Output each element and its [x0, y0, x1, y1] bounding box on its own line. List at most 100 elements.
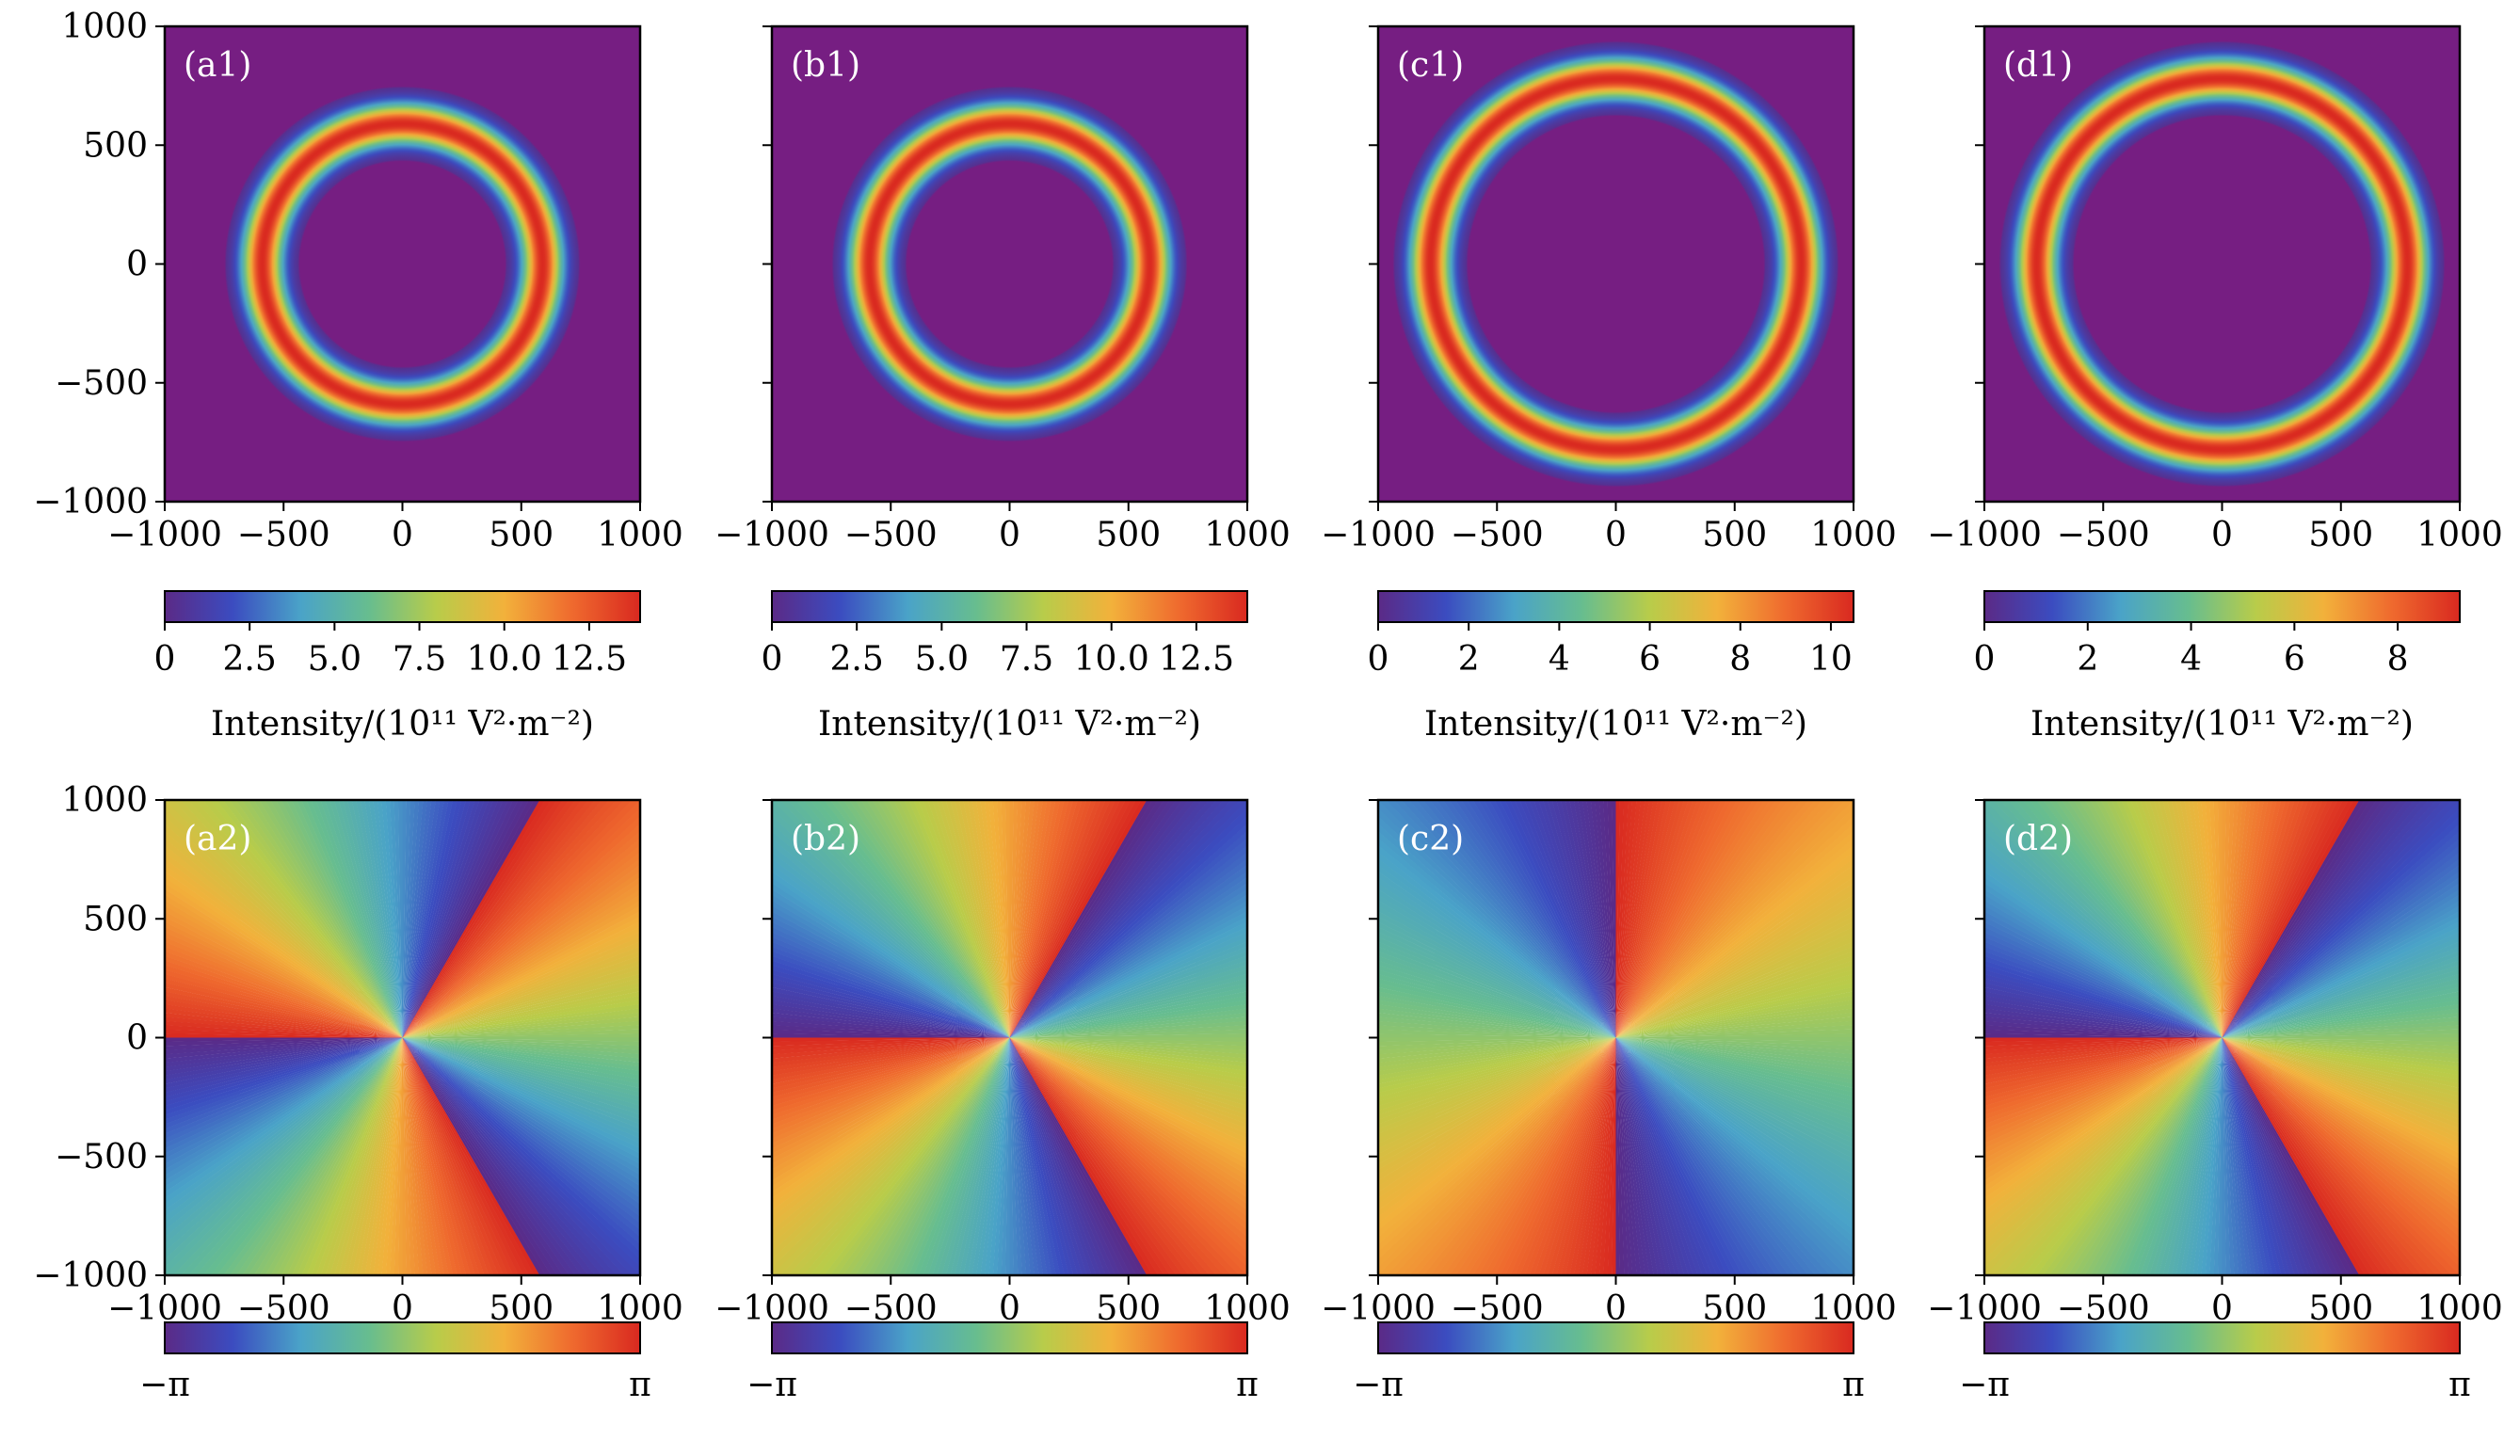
phase-wedge: [1394, 1037, 1616, 1275]
phase-wedge: [2222, 1037, 2460, 1144]
phase-wedge: [1378, 978, 1616, 1038]
phase-wedge: [2222, 800, 2429, 1038]
phase-wedge: [1984, 941, 2223, 1038]
phase-wedge: [1615, 800, 1732, 1038]
phase-wedge: [2222, 800, 2287, 1038]
phase-wedge: [1009, 800, 1048, 1038]
phase-wedge: [2222, 1037, 2460, 1106]
phase-wedge: [1561, 1037, 1616, 1275]
phase-map: [1984, 800, 2460, 1275]
phase-wedge: [1378, 1012, 1616, 1038]
y-tick-label: 1000: [61, 781, 148, 820]
colorbar-tick-label: 12.5: [552, 640, 627, 679]
phase-wedge: [2201, 1037, 2223, 1275]
phase-wedge: [1009, 1037, 1247, 1106]
panel-label: (c2): [1397, 820, 1464, 858]
phase-wedge: [1009, 800, 1210, 1038]
phase-wedge: [2222, 800, 2319, 1038]
phase-wedge: [1984, 1012, 2223, 1038]
phase-wedge: [772, 960, 1010, 1038]
phase-wedge: [402, 800, 575, 1038]
phase-wedge: [165, 1008, 403, 1038]
phase-wedge: [402, 1037, 640, 1230]
phase-wedge: [2015, 1037, 2223, 1275]
phase-wedge: [1984, 1020, 2223, 1038]
phase-wedge: [1378, 973, 1616, 1038]
phase-wedge: [1378, 905, 1616, 1038]
phase-wedge: [402, 800, 407, 1038]
phase-wedge: [2222, 800, 2371, 1038]
phase-wedge: [402, 1037, 640, 1050]
phase-wedge: [1615, 1037, 1854, 1187]
phase-wedge: [1009, 1037, 1247, 1144]
phase-wedge: [1009, 1037, 1247, 1134]
phase-wedge: [1984, 978, 2223, 1038]
phase-wedge: [1984, 916, 2223, 1038]
intensity-panel-4: −1000 −500 0 500 1000 (d1) 0 2 4 6 8 Intensity/(10¹…: [1927, 24, 2503, 744]
phase-wedge: [1009, 1037, 1247, 1076]
phase-wedge: [1009, 1037, 1247, 1115]
phase-wedge: [1378, 1004, 1616, 1038]
phase-wedge: [2222, 1037, 2460, 1050]
phase-wedge: [927, 1037, 1010, 1275]
phase-wedge: [1378, 946, 1616, 1038]
phase-wedge: [1615, 1037, 1854, 1050]
colorbar-tick-label: −π: [746, 1366, 797, 1404]
phase-wedge: [1984, 936, 2223, 1038]
phase-wedge: [402, 800, 595, 1038]
phase-wedge: [1416, 1037, 1616, 1275]
phase-wedge: [1615, 1037, 1854, 1120]
phase-wedge: [402, 800, 514, 1038]
phase-wedge: [772, 845, 1010, 1038]
colorbar-tick-label: 0: [154, 640, 176, 679]
phase-wedge: [301, 1037, 403, 1275]
phase-wedge: [165, 965, 403, 1038]
phase-wedge: [165, 1037, 403, 1275]
phase-wedge: [788, 1037, 1010, 1275]
phase-wedge: [1009, 800, 1247, 1038]
phase-wedge: [1984, 965, 2223, 1038]
phase-wedge: [1984, 883, 2223, 1038]
phase-wedge: [402, 800, 633, 1038]
phase-wedge: [1984, 1029, 2223, 1038]
phase-wedge: [1378, 916, 1616, 1038]
phase-wedge: [402, 800, 436, 1038]
phase-wedge: [1009, 800, 1240, 1038]
phase-wedge: [1615, 1037, 1854, 1230]
phase-wedge: [402, 800, 582, 1038]
phase-wedge: [1984, 1016, 2223, 1038]
colorbar-label: Intensity/(10¹¹ V²·m⁻²): [211, 705, 594, 744]
phase-wedge: [1984, 1008, 2223, 1038]
phase-wedge: [369, 1037, 403, 1275]
phase-wedge: [1615, 1037, 1854, 1164]
phase-wedge: [1615, 800, 1838, 1038]
phase-wedge: [772, 951, 1010, 1038]
phase-wedge: [165, 1012, 403, 1038]
phase-wedge: [817, 1037, 1010, 1275]
x-tick-label: −1000: [714, 516, 829, 554]
phase-wedge: [1984, 800, 2223, 1038]
colorbar: [1377, 1321, 1854, 1354]
phase-wedge: [2222, 1037, 2460, 1047]
phase-wedge: [1494, 1037, 1616, 1275]
phase-wedge: [402, 1037, 640, 1268]
y-tick-label: −500: [55, 364, 148, 403]
phase-wedge: [402, 800, 624, 1038]
phase-wedge: [1009, 1037, 1247, 1238]
phase-wedge: [772, 838, 1010, 1038]
colorbar-tick-label: 10.0: [1074, 640, 1149, 679]
phase-wedge: [165, 1025, 403, 1038]
phase-wedge: [1500, 1037, 1616, 1275]
phase-wedge: [1378, 1016, 1616, 1038]
phase-wedge: [1984, 831, 2223, 1038]
phase-wedge: [402, 800, 519, 1038]
y-tick-label: 0: [126, 246, 148, 284]
phase-wedge: [830, 1037, 1010, 1275]
phase-wedge: [402, 1037, 640, 1187]
phase-wedge: [1615, 1037, 1854, 1134]
phase-wedge: [772, 877, 1010, 1038]
phase-wedge: [381, 1037, 403, 1275]
phase-wedge: [402, 800, 617, 1038]
phase-wedge: [2111, 1037, 2223, 1275]
phase-wedge: [402, 1037, 640, 1067]
